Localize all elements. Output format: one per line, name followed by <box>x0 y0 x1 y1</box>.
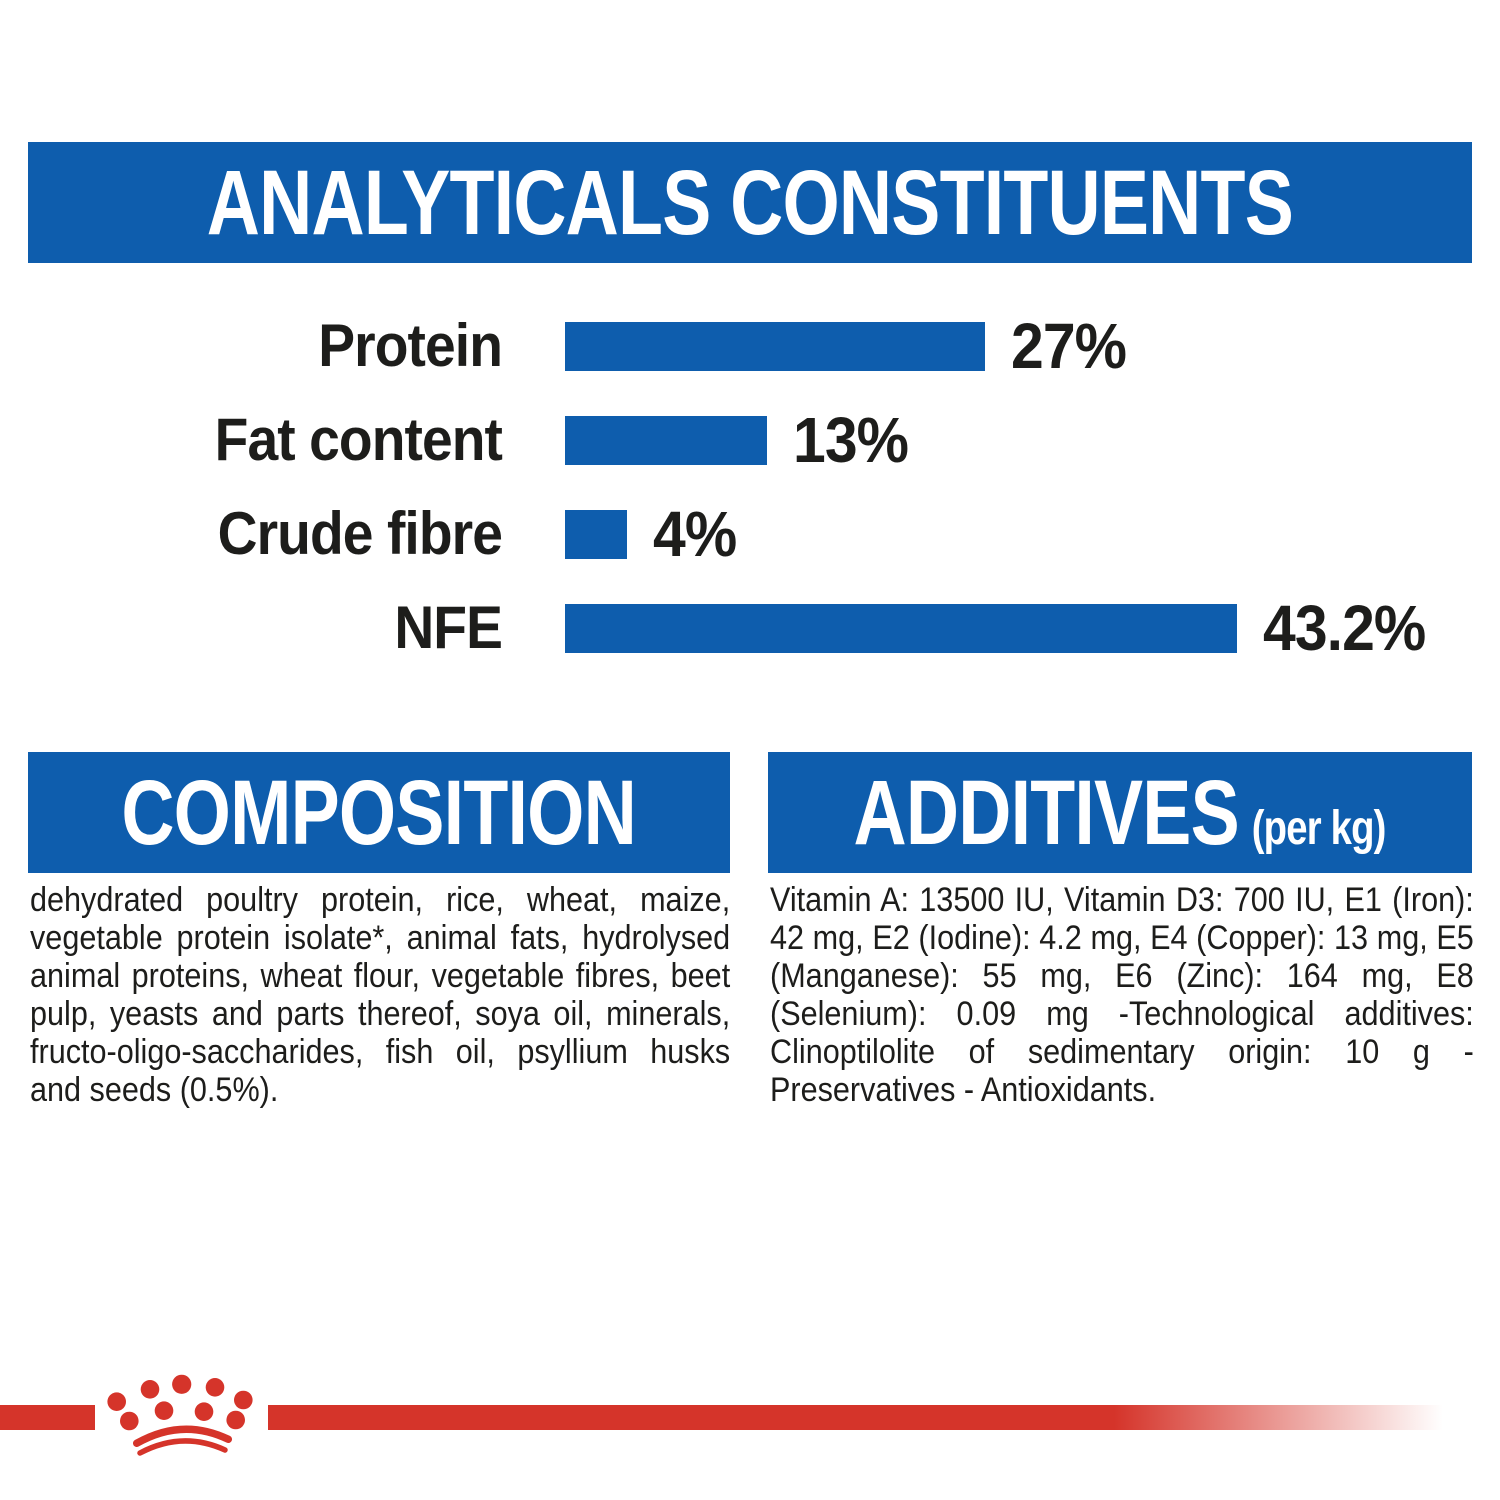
composition-title: COMPOSITION <box>121 761 637 864</box>
chart-row: Protein 27% <box>0 299 1500 393</box>
footer-red-bar-left <box>0 1405 95 1430</box>
composition-text: dehydrated poultry protein, rice, wheat,… <box>30 881 731 1109</box>
additives-title-per-kg: (per kg) <box>1252 801 1387 855</box>
bar <box>565 509 627 559</box>
bar-label: NFE <box>394 594 503 661</box>
royal-canin-crown-logo <box>107 1374 253 1456</box>
additives-text: Vitamin A: 13500 IU, Vitamin D3: 700 IU,… <box>770 881 1474 1109</box>
bar-label: Protein <box>318 312 503 379</box>
analytical-constituents-header: ANALYTICALS CONSTITUENTS <box>28 142 1472 263</box>
additives-header: ADDITIVES (per kg) <box>768 752 1472 873</box>
bar-value: 4% <box>653 498 737 570</box>
bar-label: Fat content <box>214 406 503 473</box>
bar-value: 43.2% <box>1263 592 1426 664</box>
analytical-constituents-chart: Protein 27% Fat content 13% Crude fibre 4% NFE… <box>0 299 1500 675</box>
bar-value: 13% <box>793 404 909 476</box>
composition-header: COMPOSITION <box>28 752 730 873</box>
bar <box>565 321 985 371</box>
chart-row: Crude fibre 4% <box>0 487 1500 581</box>
chart-row: NFE 43.2% <box>0 581 1500 675</box>
chart-row: Fat content 13% <box>0 393 1500 487</box>
bar <box>565 415 767 465</box>
bar-label: Crude fibre <box>217 500 503 567</box>
bar-value: 27% <box>1011 310 1127 382</box>
analytical-constituents-title: ANALYTICALS CONSTITUENTS <box>206 151 1294 254</box>
footer-red-bar-right <box>268 1405 1443 1430</box>
additives-title: ADDITIVES (per kg) <box>854 767 1387 859</box>
bar <box>565 603 1237 653</box>
additives-title-main: ADDITIVES <box>853 761 1240 864</box>
